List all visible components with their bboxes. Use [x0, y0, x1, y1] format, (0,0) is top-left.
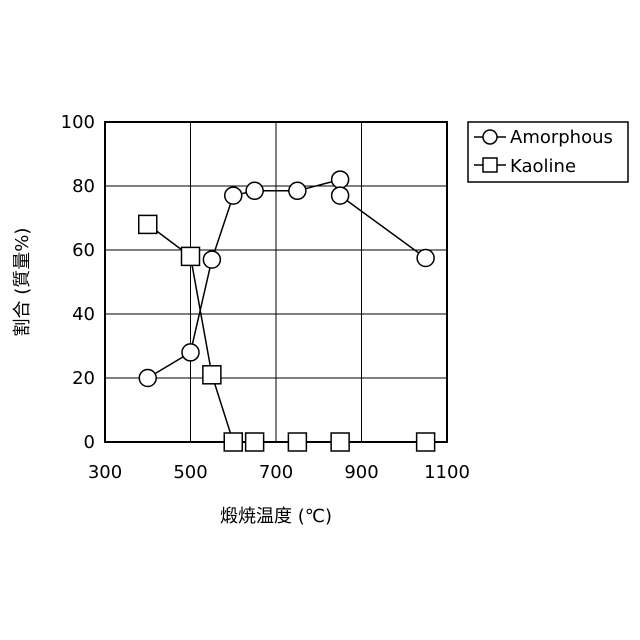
legend-label-kaoline: Kaoline	[510, 156, 576, 177]
tick-labels: 0 20 40 60 80 100 300 500 700 900 1100	[61, 112, 470, 483]
point-kaoline	[331, 433, 349, 451]
y-axis-title: 割合 (質量%)	[12, 228, 33, 337]
legend-marker-amorphous	[483, 130, 497, 144]
x-tick-label: 300	[88, 462, 122, 483]
point-amorphous	[289, 182, 306, 199]
point-amorphous	[182, 344, 199, 361]
point-amorphous	[139, 370, 156, 387]
y-tick-label: 60	[72, 240, 95, 261]
legend-label-amorphous: Amorphous	[510, 127, 613, 148]
point-amorphous	[246, 182, 263, 199]
point-kaoline	[288, 433, 306, 451]
point-kaoline	[139, 215, 157, 233]
point-amorphous	[332, 187, 349, 204]
x-tick-label: 700	[259, 462, 293, 483]
y-tick-label: 40	[72, 304, 95, 325]
y-tick-label: 80	[72, 176, 95, 197]
x-axis-title: 煅焼温度 (℃)	[220, 506, 332, 527]
point-amorphous	[417, 250, 434, 267]
y-tick-label: 100	[61, 112, 95, 133]
point-amorphous	[225, 187, 242, 204]
y-tick-label: 20	[72, 368, 95, 389]
x-tick-label: 900	[344, 462, 378, 483]
gridlines	[105, 122, 447, 442]
series	[139, 171, 435, 451]
y-tick-label: 0	[84, 432, 95, 453]
point-kaoline	[203, 366, 221, 384]
point-kaoline	[246, 433, 264, 451]
point-amorphous	[203, 251, 220, 268]
point-kaoline	[417, 433, 435, 451]
point-kaoline	[182, 247, 200, 265]
legend-marker-kaoline	[483, 158, 497, 172]
x-tick-label: 1100	[424, 462, 470, 483]
point-kaoline	[224, 433, 242, 451]
legend: Amorphous Kaoline	[468, 122, 628, 182]
x-tick-label: 500	[173, 462, 207, 483]
point-amorphous	[332, 171, 349, 188]
